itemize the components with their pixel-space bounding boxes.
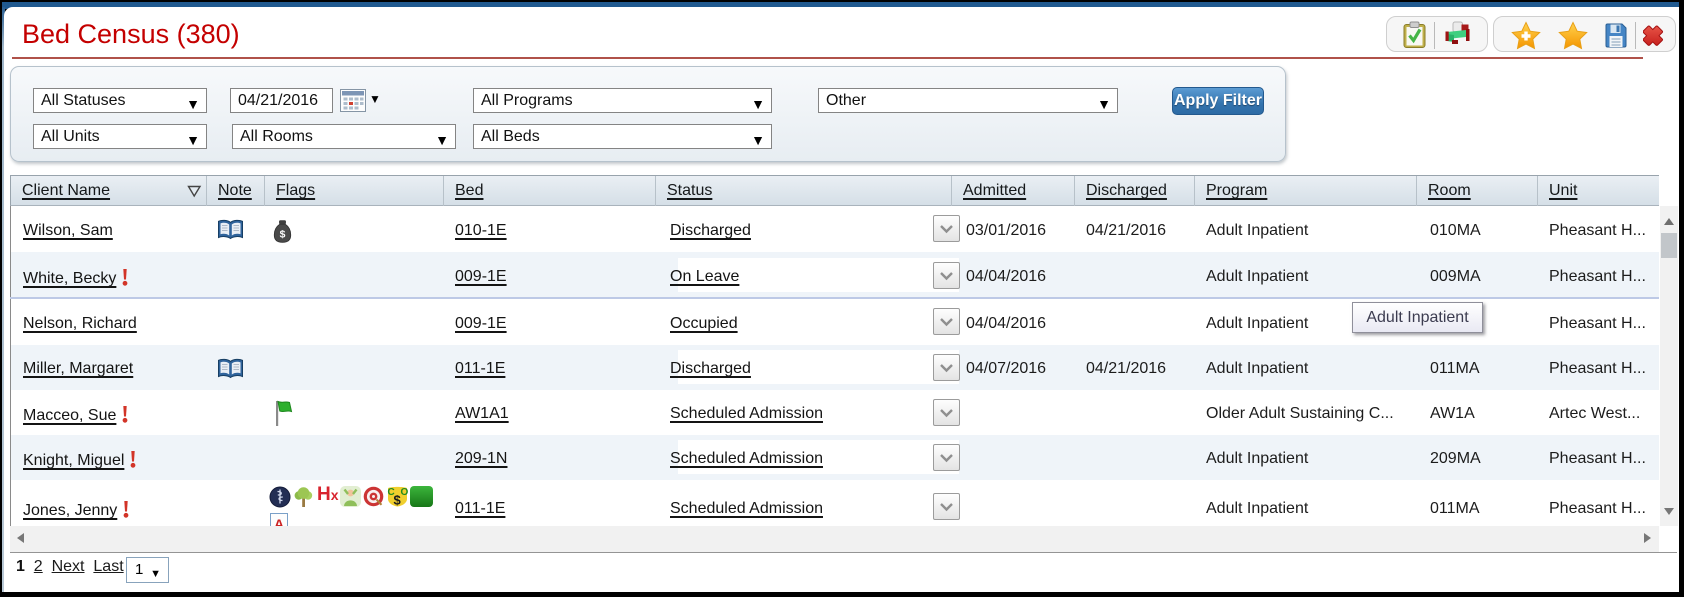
svg-text:$: $ xyxy=(280,230,286,241)
svg-text:A: A xyxy=(274,516,284,532)
svg-text:O: O xyxy=(401,487,409,498)
svg-text:C: C xyxy=(388,487,395,498)
svg-text:$: $ xyxy=(394,493,402,508)
